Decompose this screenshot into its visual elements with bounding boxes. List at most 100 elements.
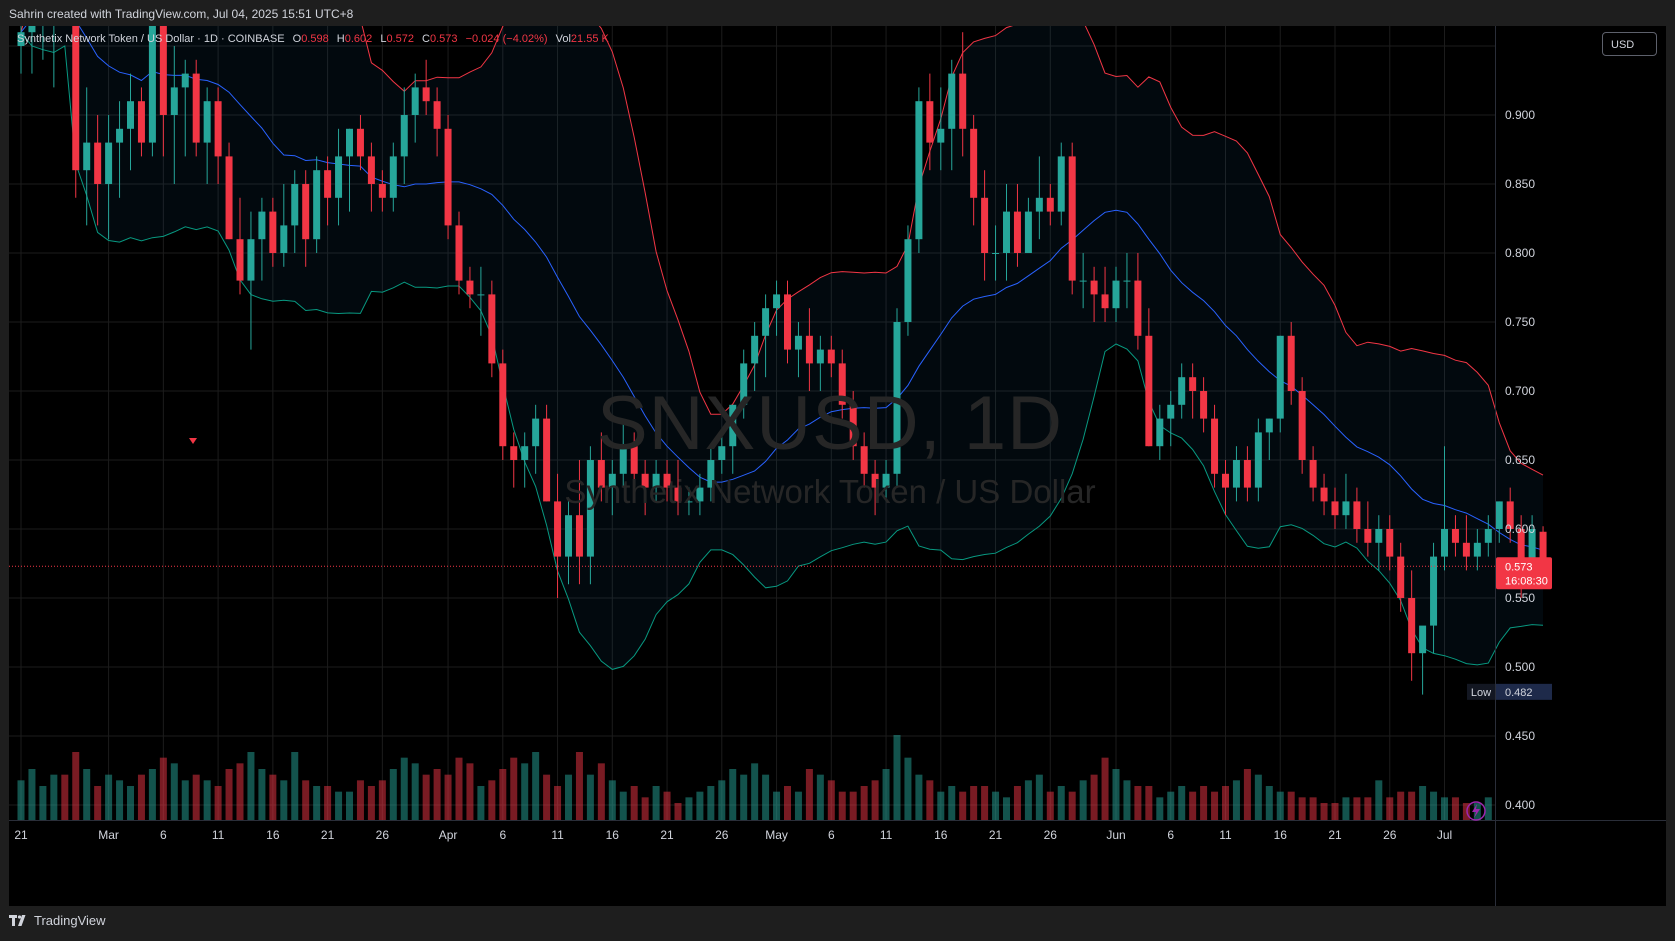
volume-bar bbox=[696, 791, 704, 820]
candle-body bbox=[816, 349, 824, 364]
candle-body bbox=[17, 32, 25, 46]
volume-bar bbox=[773, 791, 781, 820]
candle-body bbox=[1101, 294, 1109, 309]
time-tick-label: 26 bbox=[376, 828, 390, 842]
candle-body bbox=[181, 73, 189, 88]
time-tick-label: 16 bbox=[1274, 828, 1288, 842]
candle-body bbox=[455, 225, 463, 281]
volume-bar bbox=[422, 774, 430, 820]
candle-body bbox=[608, 473, 616, 488]
candle-body bbox=[1495, 501, 1503, 529]
volume-bar bbox=[597, 763, 605, 820]
candle-body bbox=[1528, 529, 1536, 571]
candle-body bbox=[1035, 197, 1043, 212]
candle-body bbox=[543, 418, 551, 502]
time-tick-label: May bbox=[765, 828, 788, 842]
volume-bar bbox=[740, 774, 748, 820]
candle-body bbox=[1320, 487, 1328, 502]
volume-bar bbox=[1156, 797, 1164, 820]
price-tick-label: 0.750 bbox=[1505, 315, 1535, 329]
volume-bar bbox=[926, 780, 934, 820]
volume-bar bbox=[127, 786, 134, 820]
candle-body bbox=[1430, 556, 1438, 626]
lightning-button[interactable] bbox=[1466, 801, 1486, 821]
low-price-value: 0.482 bbox=[1505, 687, 1533, 699]
candle-body bbox=[356, 128, 364, 157]
currency-button[interactable]: USD bbox=[1602, 32, 1657, 56]
price-chart[interactable]: 0.900 0.850 0.800 0.750 0.700 0.650 0.600 0.550… bbox=[9, 26, 1666, 906]
volume-bar bbox=[148, 769, 156, 820]
time-tick-label: Jun bbox=[1106, 828, 1125, 842]
symbol-description[interactable]: Synthetix Network Token / US Dollar · 1D… bbox=[17, 33, 285, 45]
volume-bar bbox=[1003, 797, 1010, 820]
candle-body bbox=[324, 170, 332, 198]
candle-body bbox=[1079, 280, 1087, 282]
candle-body bbox=[959, 73, 967, 129]
volume-bar bbox=[335, 791, 343, 820]
candle-body bbox=[105, 142, 113, 184]
volume-bar bbox=[247, 752, 255, 820]
volume-bar bbox=[1035, 774, 1043, 820]
candle-body bbox=[597, 460, 605, 488]
time-tick-label: Apr bbox=[439, 828, 458, 842]
chart-frame[interactable]: 0.900 0.850 0.800 0.750 0.700 0.650 0.600 0.550… bbox=[9, 26, 1666, 906]
volume-bar bbox=[565, 774, 572, 820]
open-value: 0.598 bbox=[301, 33, 329, 45]
time-tick-label: 11 bbox=[551, 828, 564, 842]
price-tick-label: 0.600 bbox=[1505, 522, 1535, 536]
volume-bar bbox=[762, 774, 770, 820]
candle-body bbox=[225, 156, 233, 240]
candle-body bbox=[762, 308, 770, 336]
volume-bar bbox=[137, 774, 145, 820]
last-price-value: 0.573 bbox=[1505, 561, 1533, 573]
time-tick-label: 11 bbox=[880, 828, 893, 842]
volume-bar bbox=[444, 774, 452, 820]
volume-bar bbox=[258, 769, 266, 820]
low-tag-bg bbox=[1467, 683, 1495, 700]
candle-body bbox=[871, 473, 879, 488]
candle-body bbox=[1232, 460, 1240, 488]
candle-body bbox=[1451, 529, 1459, 543]
candle-body bbox=[1156, 418, 1164, 447]
volume-bar bbox=[192, 774, 200, 820]
volume-bar bbox=[1254, 774, 1262, 820]
candle-body bbox=[652, 473, 660, 488]
candle-body bbox=[1189, 377, 1197, 391]
volume-bar bbox=[313, 786, 321, 820]
volume-bar bbox=[1441, 797, 1448, 820]
tradingview-logo[interactable]: TradingView bbox=[9, 913, 106, 928]
candle-body bbox=[838, 363, 846, 405]
candle-body bbox=[1484, 529, 1492, 543]
price-tick-label: 0.850 bbox=[1505, 177, 1535, 191]
volume-bar bbox=[554, 786, 562, 820]
volume-bar bbox=[1353, 797, 1361, 820]
volume-bar bbox=[915, 774, 923, 820]
countdown-value: 16:08:30 bbox=[1505, 575, 1548, 587]
candle-body bbox=[1331, 501, 1339, 516]
volume-bar bbox=[838, 791, 846, 820]
candle-body bbox=[1353, 501, 1361, 529]
candle-body bbox=[302, 184, 310, 240]
open-label: O bbox=[292, 33, 302, 45]
volume-bar bbox=[214, 786, 222, 820]
candle-body bbox=[751, 335, 759, 364]
candle-body bbox=[554, 501, 562, 557]
time-tick-label: 21 bbox=[1328, 828, 1342, 842]
price-tick-label: 0.650 bbox=[1505, 453, 1535, 467]
candle-body bbox=[367, 156, 375, 184]
volume-bar bbox=[39, 786, 47, 820]
candle-body bbox=[1112, 280, 1120, 309]
volume-bar bbox=[1112, 769, 1120, 820]
candle-body bbox=[313, 170, 321, 240]
time-tick-label: 16 bbox=[934, 828, 948, 842]
candle-body bbox=[236, 239, 244, 281]
candle-body bbox=[696, 487, 704, 502]
candle-body bbox=[1342, 501, 1350, 516]
candle-body bbox=[663, 473, 671, 488]
candle-body bbox=[1375, 529, 1383, 543]
candle-body bbox=[83, 142, 91, 171]
candle-body bbox=[94, 142, 102, 184]
price-tick-label: 0.400 bbox=[1505, 798, 1535, 812]
volume-bar bbox=[367, 786, 375, 820]
candle-body bbox=[510, 446, 518, 460]
